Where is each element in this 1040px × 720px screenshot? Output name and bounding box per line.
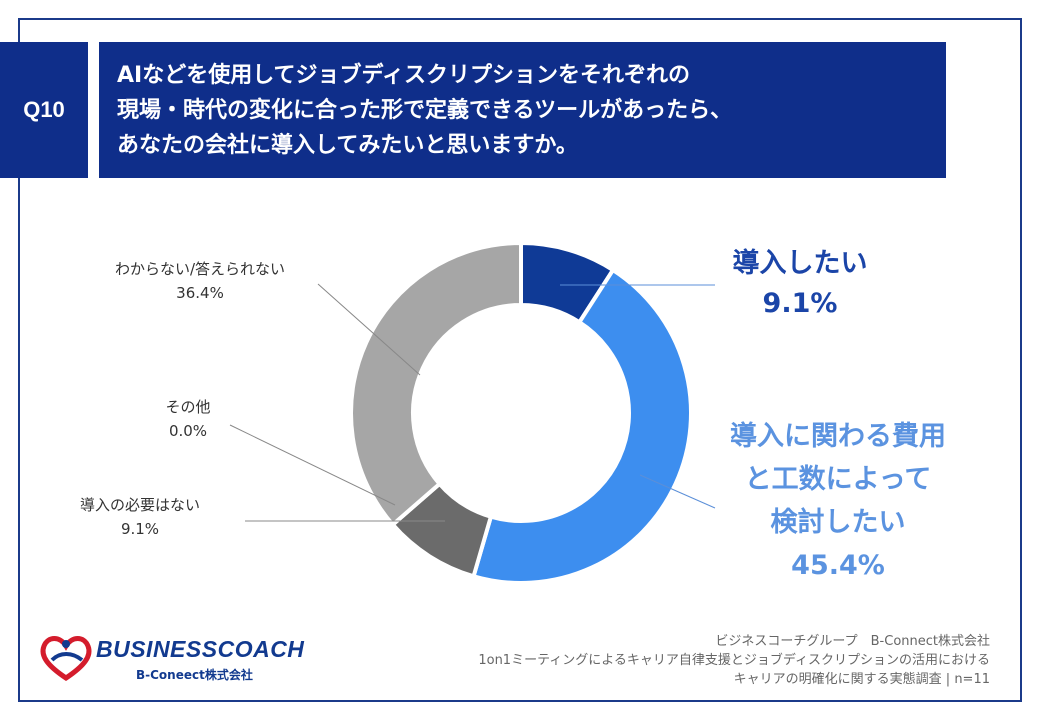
- logo-subtitle: B-Coneect株式会社: [136, 668, 253, 682]
- slice-value-label: 9.1%: [763, 288, 838, 319]
- slide-frame: [18, 18, 1022, 702]
- leader-line: [317, 283, 421, 376]
- slice-category-label: わからない/答えられない: [115, 260, 285, 278]
- donut-slice: [471, 267, 693, 585]
- leader-line: [639, 474, 716, 509]
- footer-line: キャリアの明確化に関する実態調査 | n=11: [733, 672, 990, 687]
- slice-category-label: 導入したい: [733, 247, 868, 279]
- slice-value-label: 0.0%: [169, 422, 207, 440]
- company-logo: BUSINESSCOACH B-Coneect株式会社: [38, 630, 308, 684]
- donut-slice: [349, 240, 523, 528]
- logo-wordmark: BUSINESSCOACH: [96, 636, 305, 662]
- slice-category-label: 導入に関わる費用: [730, 420, 946, 452]
- slice-category-label: 検討したい: [771, 506, 906, 538]
- question-line-2: 現場・時代の変化に合った形で定義できるツールがあったら、: [117, 97, 733, 123]
- slice-category-label: 導入の必要はない: [80, 496, 200, 514]
- slice-category-label: その他: [165, 398, 210, 416]
- footer-source: ビジネスコーチグループ B-Connect株式会社 1on1ミーティングによるキ…: [478, 632, 990, 689]
- leader-line: [229, 424, 396, 506]
- slice-value-label: 45.4%: [791, 550, 885, 581]
- question-line-3: あなたの会社に導入してみたいと思いますか。: [117, 132, 578, 158]
- heart-logo-icon: [40, 636, 92, 682]
- footer-line: 1on1ミーティングによるキャリア自律支援とジョブディスクリプションの活用におけ…: [478, 653, 990, 668]
- slice-value-label: 9.1%: [121, 520, 159, 538]
- question-line-1: AIなどを使用してジョブディスクリプションをそれぞれの: [117, 62, 691, 88]
- slice-category-label: と工数によって: [745, 464, 932, 495]
- question-box: AIなどを使用してジョブディスクリプションをそれぞれの 現場・時代の変化に合った…: [99, 42, 946, 178]
- question-number: Q10: [0, 42, 88, 178]
- slice-value-label: 36.4%: [176, 284, 224, 302]
- footer-line: ビジネスコーチグループ B-Connect株式会社: [715, 634, 990, 649]
